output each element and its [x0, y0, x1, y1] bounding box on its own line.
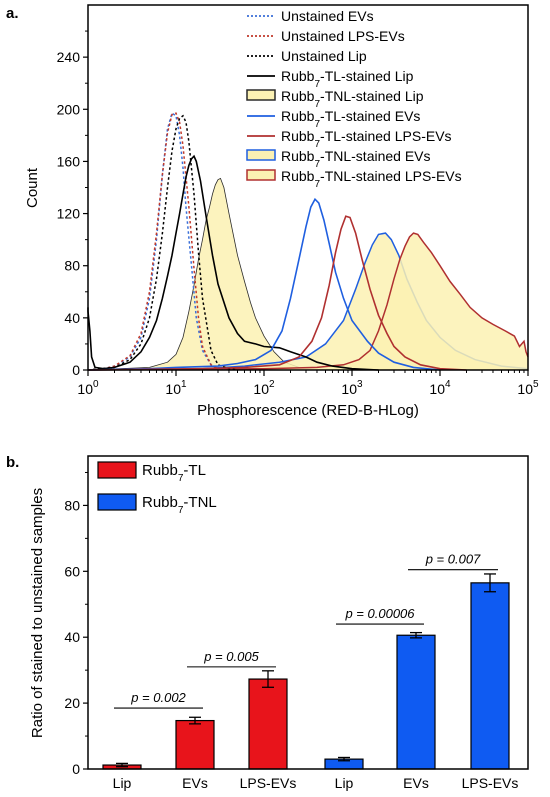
p-value-annotations: p = 0.002 p = 0.005 p = 0.00006 p = 0.007	[114, 552, 498, 709]
histogram-x-tick-label: 104	[429, 379, 451, 397]
histogram-y-tick-label: 40	[64, 310, 80, 326]
legend-label-2: Unstained Lip	[281, 48, 367, 64]
histogram-line-0	[87, 112, 230, 371]
p-value-label: p = 0.00006	[344, 606, 415, 621]
histogram-x-axis-label: Phosphorescence (RED-B-HLog)	[197, 402, 419, 419]
histogram-y-tick-label: 240	[57, 49, 81, 65]
bar-category-label: LPS-EVs	[462, 775, 519, 791]
bar-4	[396, 634, 436, 770]
panel-b-label: b.	[6, 454, 19, 471]
bar-legend-label-0: Rubb7-TL	[142, 462, 206, 484]
legend-label-0: Unstained EVs	[281, 8, 374, 24]
bar-y-tick-label: 20	[64, 695, 80, 711]
histogram-y-tick-label: 120	[57, 206, 81, 222]
histogram-fill-8	[88, 233, 528, 370]
bar-y-tick-label: 60	[64, 563, 80, 579]
bar-legend: Rubb7-TL Rubb7-TNL	[97, 461, 217, 516]
bar-legend-swatch-1	[97, 493, 137, 511]
p-value-label: p = 0.007	[425, 552, 481, 567]
bar-y-axis-label: Ratio of stained to unstained samples	[29, 488, 46, 738]
histogram-x-tick-label: 101	[165, 379, 187, 397]
bar-y-tick-label: 80	[64, 497, 80, 513]
histogram-y-tick-label: 0	[72, 362, 80, 378]
legend-label-3: Rubb7-TL-stained Lip	[281, 68, 414, 90]
histogram-y-axis-label: Count	[24, 167, 41, 208]
histogram-y-tick-label: 200	[57, 101, 81, 117]
bar-y-axis: 0 20 40 60 80	[64, 471, 88, 777]
bar-1	[175, 719, 215, 770]
bar-category-label: Lip	[113, 775, 132, 791]
panel-a-label: a.	[6, 5, 19, 22]
legend-label-8: Rubb7-TNL-stained LPS-EVs	[281, 168, 462, 190]
bar-category-label: LPS-EVs	[240, 775, 297, 791]
bar-y-tick-label: 0	[72, 761, 80, 777]
bar-plot-frame	[87, 455, 529, 770]
legend-label-1: Unstained LPS-EVs	[281, 28, 405, 44]
histogram-line-4	[87, 177, 318, 371]
legend-label-4: Rubb7-TNL-stained Lip	[281, 88, 424, 110]
legend-swatch-8	[246, 169, 276, 181]
bar-legend-label-1: Rubb7-TNL	[142, 494, 217, 516]
bar-y-tick-label: 40	[64, 629, 80, 645]
histogram-series-group	[87, 112, 529, 371]
bar-chart: Lip EVs LPS-EVs Lip EVs LPS-EVs 0 20 40 60 80 Rat…	[29, 455, 529, 791]
histogram-fill-4	[88, 178, 317, 370]
p-value-label: p = 0.005	[203, 649, 259, 664]
bar-5	[470, 582, 510, 770]
histogram-x-axis: 100 101 102 103 104 105	[77, 370, 539, 397]
histogram-line-6	[87, 215, 467, 371]
histogram-x-tick-label: 102	[253, 379, 275, 397]
p-value-label: p = 0.002	[130, 690, 186, 705]
histogram-x-tick-label: 105	[517, 379, 539, 397]
bar-category-label: EVs	[182, 775, 208, 791]
histogram-line-1	[87, 112, 230, 371]
bar-x-axis: Lip EVs LPS-EVs Lip EVs LPS-EVs	[113, 775, 519, 791]
legend-label-5: Rubb7-TL-stained EVs	[281, 108, 420, 130]
legend-swatch-4	[246, 89, 276, 101]
legend-swatch-7	[246, 149, 276, 161]
histogram-y-tick-label: 80	[64, 258, 80, 274]
histogram-line-8	[87, 232, 529, 371]
bar-category-label: EVs	[403, 775, 429, 791]
histogram-x-tick-label: 100	[77, 379, 99, 397]
histogram-line-2	[87, 114, 238, 371]
histogram-chart: 100 101 102 103 104 105 0 40 80 120 160 200 240 Pho…	[24, 4, 539, 419]
histogram-y-tick-label: 160	[57, 153, 81, 169]
bar-series-group	[102, 573, 510, 770]
bar-category-label: Lip	[335, 775, 354, 791]
legend-label-7: Rubb7-TNL-stained EVs	[281, 148, 431, 170]
histogram-line-3	[87, 154, 379, 371]
bar-2	[248, 678, 288, 770]
histogram-legend: Unstained EVs Unstained LPS-EVs Unstained …	[246, 8, 462, 190]
legend-label-6: Rubb7-TL-stained LPS-EVs	[281, 128, 452, 150]
histogram-x-tick-label: 103	[341, 379, 363, 397]
bar-legend-swatch-0	[97, 461, 137, 479]
histogram-line-5	[87, 197, 441, 371]
histogram-y-axis: 0 40 80 120 160 200 240	[57, 30, 88, 378]
